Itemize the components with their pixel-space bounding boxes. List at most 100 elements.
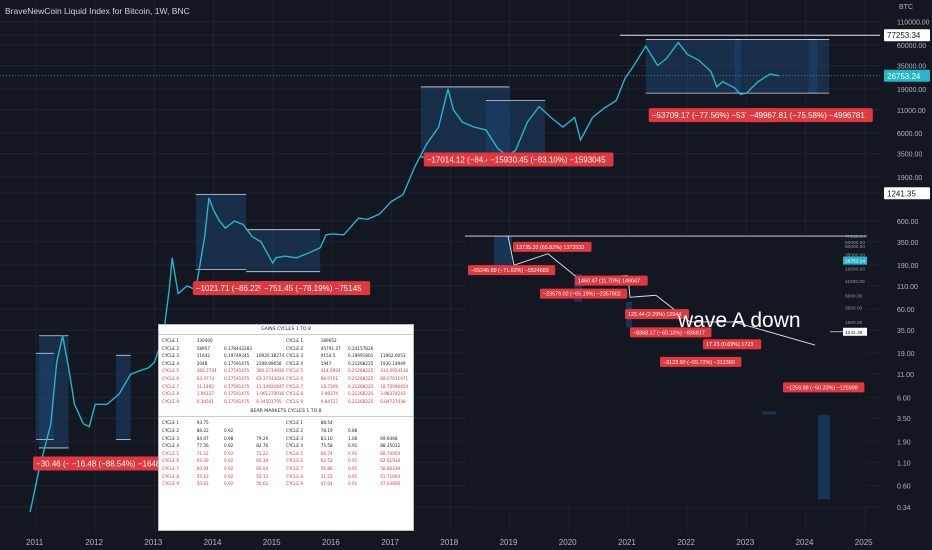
table-cell: 414.0924136 xyxy=(380,368,409,374)
table-cell: 1947 xyxy=(320,360,332,366)
table-cell: 0.91 xyxy=(347,450,358,456)
inset-label: −8368.17 (−60.10%) −836817 xyxy=(633,330,705,336)
table-cell: CYCLE 3 xyxy=(286,353,304,359)
drawdown-label: −1021.71 (−86.22%) −10217 xyxy=(196,284,299,293)
table-cell: 11.1492 xyxy=(196,383,215,389)
bear-box xyxy=(36,353,54,440)
drawdown-label: −751.45 (−78.19%) −75145 xyxy=(264,284,362,293)
table-cell: 1.06 xyxy=(347,435,358,441)
table-cell: CYCLE 8 xyxy=(286,391,304,397)
x-tick-label: 2011 xyxy=(26,538,44,547)
drawdown-label-bg xyxy=(746,108,873,123)
table-row: CYCLE 2 86.22 0.92 xyxy=(162,427,286,435)
x-tick-label: 2016 xyxy=(322,538,340,547)
table-row: CYCLE 8 3.98374 0.21268225 3.98374243 xyxy=(286,390,410,398)
inset-boxes xyxy=(494,236,830,500)
table-cell: 88.07011471 xyxy=(380,375,409,381)
inset-tick-label: 1900.00 xyxy=(845,320,863,326)
y-tick-label: 0.60 xyxy=(897,483,911,490)
inset-box xyxy=(494,236,512,268)
table-cell xyxy=(256,337,286,345)
currency-label: BTC xyxy=(899,4,913,11)
table-cell: 1.96127 xyxy=(196,391,215,397)
x-tick-label: 2025 xyxy=(855,538,873,547)
inset-background xyxy=(465,235,867,507)
y-tick-label: 0.34 xyxy=(897,505,911,512)
table-row: CYCLE 6 63.3774 0.17591475 63.37743024 xyxy=(162,375,286,383)
table-cell: 10920.38274 xyxy=(256,353,285,359)
table-cell xyxy=(348,419,380,427)
table-cell: CYCLE 8 xyxy=(162,391,180,397)
table-row: CYCLE 1 93.75 xyxy=(162,419,286,427)
table-row: CYCLE 1 189652 xyxy=(286,337,410,345)
table-cell: 60.04 xyxy=(196,465,209,471)
x-tick-label: 2020 xyxy=(559,538,577,547)
drawdown-label: −16.48 (−88.54%) −1648 xyxy=(72,459,161,468)
inset-box xyxy=(818,415,830,500)
table-cell: 71.22 xyxy=(256,450,269,456)
table-cell: CYCLE 6 xyxy=(162,458,180,464)
inset-labels: −55246.89 (−71.62%) −5524689 13735.33 (65… xyxy=(468,241,865,393)
table-cell: 11.14920847 xyxy=(256,383,285,389)
table-cell: CYCLE 1 xyxy=(162,420,180,426)
table-cell: CYCLE 5 xyxy=(162,450,180,456)
table-cell xyxy=(380,427,410,435)
table-cell: 1.961279016 xyxy=(256,391,285,397)
table-cell: 0.88 xyxy=(347,427,358,433)
table-cell: CYCLE 1 xyxy=(286,338,304,343)
table-row: CYCLE 9 0.84727 0.21268225 0.84727438 xyxy=(286,398,410,406)
y-tick-label: 350.00 xyxy=(897,240,919,247)
x-tick-label: 2021 xyxy=(618,538,636,547)
table-cell: 45791.27 xyxy=(320,345,341,351)
inset-price-tag xyxy=(843,256,867,265)
bear-left-column: CYCLE 1 93.75 CYCLE 2 86.22 0.92 CYCLE 3 84.47… xyxy=(162,419,286,487)
drawdown-label: −49967.81 (−75.58%) −4996781 xyxy=(749,111,865,120)
inset-arrow xyxy=(629,294,657,298)
table-row: CYCLE 9 50.62 0.92 50.62 xyxy=(162,480,286,488)
table-cell: 78.19 xyxy=(320,427,333,433)
x-tick-label: 2018 xyxy=(440,538,458,547)
price-tag xyxy=(884,187,930,200)
table-row: CYCLE 7 11.1492 0.17591475 11.14920847 xyxy=(162,383,286,391)
table-cell: 62.52 xyxy=(320,458,333,464)
table-cell: 86.22 xyxy=(196,427,209,433)
drawdown-label-bg xyxy=(260,281,371,296)
table-cell: 360.2734 xyxy=(196,368,217,374)
inset-label-bg xyxy=(540,288,628,299)
y-tick-label: 19.00 xyxy=(897,351,915,358)
table-cell: 0.91 xyxy=(347,458,358,464)
table-row: CYCLE 8 51.72 0.91 51.71664 xyxy=(286,473,410,481)
inset-label-bg xyxy=(575,275,648,286)
table-cell: 0.92 xyxy=(223,427,234,433)
table-cell: 65.39 xyxy=(256,458,269,464)
y-tick-label: 35000.00 xyxy=(897,64,926,71)
y-tick-label: 60.00 xyxy=(897,307,915,314)
inset-label-bg xyxy=(783,382,865,393)
table-cell: CYCLE 9 xyxy=(162,481,180,487)
drawdown-label-bg xyxy=(648,108,776,123)
table-cell: 189652 xyxy=(320,338,337,343)
table-row: CYCLE 7 18.7309 0.21268225 18.73096454 xyxy=(286,383,410,391)
x-tick-label: 2023 xyxy=(736,538,754,547)
wave-annotation: wave A down xyxy=(677,309,801,332)
price-tag-label: 26753.24 xyxy=(887,72,921,81)
table-cell: 71.22 xyxy=(196,450,209,456)
inset-label: 13735.33 (65.82%) 1373533 xyxy=(516,245,584,251)
inset-label: 125.44 (2.29%) 12544 xyxy=(628,312,681,318)
table-cell: 47.03600 xyxy=(380,481,401,487)
table-cell: CYCLE 6 xyxy=(286,458,304,464)
inset-tick-label: 50000.00 xyxy=(845,244,865,250)
x-tick-label: 2015 xyxy=(263,538,281,547)
y-tick-label: 1900.00 xyxy=(897,175,922,182)
bear-table-title: BEAR MARKETS CYCLES 1 TO 8 xyxy=(159,407,413,418)
table-cell: 62.51934 xyxy=(380,458,401,464)
table-cell: CYCLE 3 xyxy=(162,435,180,441)
table-cell: 58957 xyxy=(196,345,211,351)
table-cell: 63.37743024 xyxy=(256,375,285,381)
gains-right-column: CYCLE 1 189652 CYCLE 2 45791.27 0.24157826 CY… xyxy=(286,337,410,405)
inset-label-bg xyxy=(630,327,712,338)
inset-arrow xyxy=(547,253,579,279)
cycles-table: GAINS CYCLES 1 TO 8 CYCLE 1 330400 CYCLE 2… xyxy=(158,324,414,531)
table-cell: 51.72 xyxy=(320,473,333,479)
